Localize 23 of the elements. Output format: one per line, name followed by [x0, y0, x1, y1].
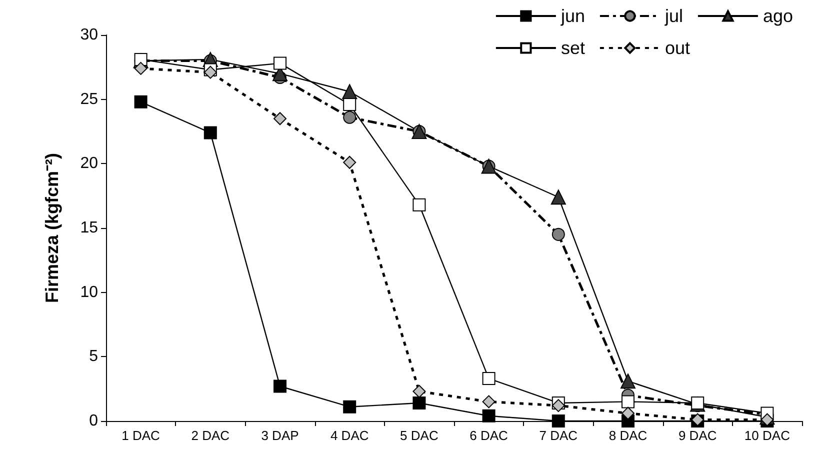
legend-label: out: [664, 38, 690, 58]
x-tick-label: 6 DAC: [470, 428, 508, 443]
x-tick-label: 10 DAC: [744, 428, 790, 443]
legend-label: jul: [664, 6, 683, 26]
y-axis-title: Firmeza (kgfcm⁻²): [42, 152, 62, 304]
x-tick-label: 7 DAC: [539, 428, 578, 443]
x-tick-label: 1 DAC: [122, 428, 160, 443]
x-tick-label: 3 DAP: [261, 428, 299, 443]
y-tick-label: 25: [80, 90, 98, 108]
x-tick-label: 4 DAC: [330, 428, 369, 443]
y-tick-label: 30: [80, 26, 98, 44]
legend-label: jun: [560, 6, 585, 26]
y-tick-label: 5: [89, 348, 98, 366]
legend-label: set: [560, 38, 585, 58]
x-tick-label: 5 DAC: [400, 428, 438, 443]
y-tick-label: 10: [80, 284, 98, 301]
legend-label: ago: [762, 6, 794, 26]
y-tick-label: 20: [80, 155, 98, 172]
x-tick-label: 8 DAC: [608, 428, 648, 443]
y-tick-label: 0: [89, 412, 98, 430]
x-tick-label: 9 DAC: [678, 428, 717, 443]
x-tick-label: 2 DAC: [191, 428, 230, 443]
y-tick-label: 15: [80, 220, 98, 236]
